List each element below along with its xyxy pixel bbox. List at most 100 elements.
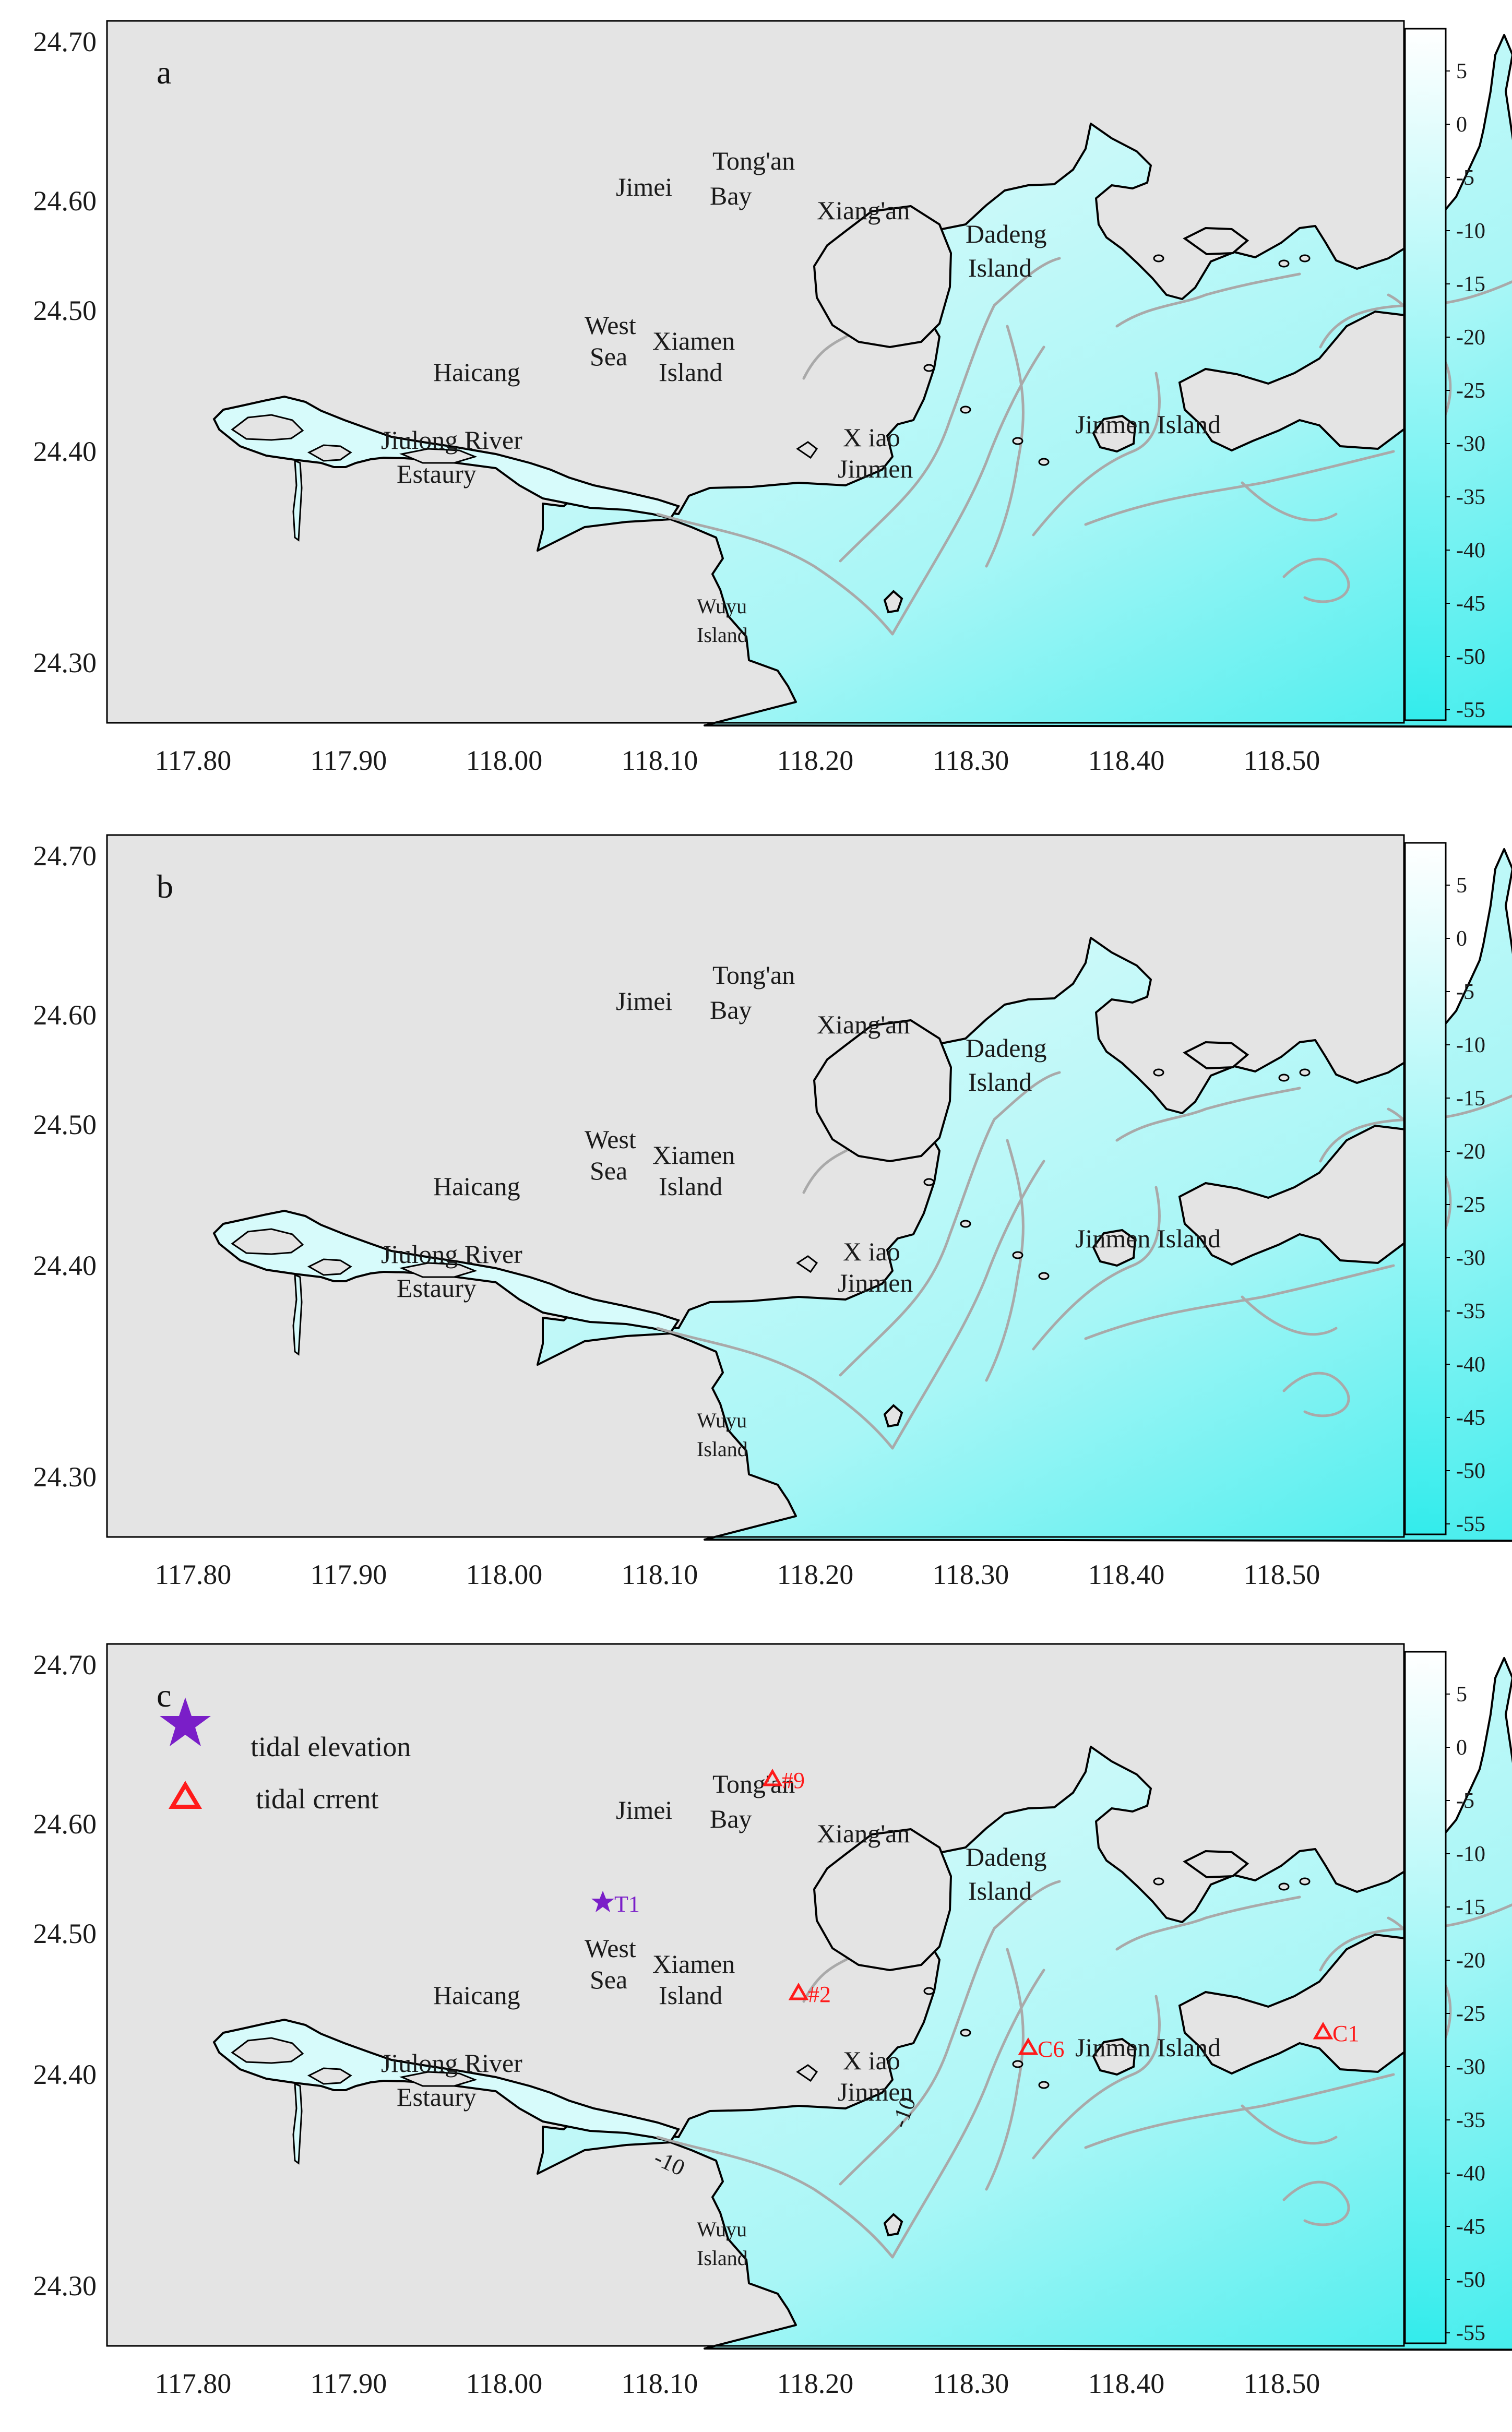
estuary-island-1 bbox=[231, 2037, 304, 2064]
colorbar-tick-label: -30 bbox=[1456, 2055, 1485, 2079]
map-frame bbox=[106, 834, 1405, 1538]
place-label-haicang: Haicang bbox=[433, 1981, 520, 2010]
y-tick-label: 24.60 bbox=[33, 999, 97, 1031]
depth-contour-10 bbox=[1241, 2104, 1338, 2145]
y-tick-label: 24.70 bbox=[33, 26, 97, 57]
colorbar-tick-label: -30 bbox=[1456, 1246, 1485, 1270]
x-tick-label: 118.50 bbox=[1244, 2368, 1320, 2399]
station-triangle-icon bbox=[1018, 2037, 1039, 2055]
x-tick-label: 117.90 bbox=[311, 2368, 387, 2399]
place-label-xiamen-1: Xiamen bbox=[652, 1949, 735, 1978]
station-star-icon bbox=[591, 1891, 614, 1912]
colorbar-tick-label: -10 bbox=[1456, 1033, 1485, 1057]
colorbar-tick-label: -15 bbox=[1456, 1895, 1485, 1920]
depth-contour-11 bbox=[656, 1327, 894, 1450]
islet-3 bbox=[1153, 1068, 1164, 1077]
islet-2 bbox=[1038, 1272, 1050, 1280]
place-label-xiao-1: X iao bbox=[843, 2046, 900, 2075]
place-label-dadeng-1: Dadeng bbox=[966, 1842, 1047, 1871]
map-panel-a: a Tong'an Bay Jimei Xiang'an Dadeng Island West… bbox=[0, 0, 1512, 806]
gulangyu-island bbox=[796, 2064, 818, 2082]
place-label-west-1: West bbox=[585, 311, 636, 340]
depth-contour-12 bbox=[985, 1139, 1025, 1382]
station-c1[interactable]: C1 bbox=[1313, 2021, 1359, 2046]
station-c6[interactable]: C6 bbox=[1018, 2036, 1064, 2062]
colorbar-tick-label: -35 bbox=[1456, 2108, 1485, 2132]
station-n2[interactable]: #2 bbox=[788, 1982, 831, 2007]
depth-contour-2 bbox=[839, 1071, 1061, 1377]
depth-contour-11 bbox=[656, 512, 894, 636]
islet-1 bbox=[1012, 1251, 1023, 1259]
place-label-wuyu-1: Wuyu bbox=[697, 1409, 747, 1432]
colorbar-tick-label: -40 bbox=[1456, 539, 1485, 563]
map-svg: c Tong'an Bay Jimei Xiang'an Dadeng Island West… bbox=[33, 1643, 1512, 2399]
place-label-dadeng-2: Island bbox=[968, 1067, 1032, 1096]
place-label-jiulong-1: Jiulong River bbox=[381, 2048, 522, 2078]
place-label-tongan-2: Bay bbox=[710, 1804, 752, 1833]
place-label-tongan-1: Tong'an bbox=[712, 1769, 795, 1798]
place-label-jinmen: Jinmen Island bbox=[1075, 1224, 1221, 1253]
colorbar-tick-label: -25 bbox=[1456, 1193, 1485, 1217]
colorbar-tick-label: -5 bbox=[1456, 1789, 1474, 1813]
place-label-tongan-2: Bay bbox=[710, 995, 752, 1024]
colorbar-tick-label: 5 bbox=[1456, 874, 1467, 898]
x-tick-label: 118.00 bbox=[466, 745, 543, 776]
x-tick-label: 118.00 bbox=[466, 1559, 543, 1590]
xiamen-island bbox=[813, 1828, 953, 1972]
x-tick-label: 118.10 bbox=[622, 2368, 698, 2399]
y-tick-label: 24.30 bbox=[33, 2270, 97, 2302]
place-label-xiamen-1: Xiamen bbox=[652, 1140, 735, 1170]
estuary-island-1 bbox=[231, 414, 304, 441]
place-label-tongan-1: Tong'an bbox=[712, 146, 795, 175]
colorbar-tick-label: -10 bbox=[1456, 219, 1485, 243]
estuary-island-3 bbox=[399, 1262, 478, 1278]
colorbar-tick-label: -50 bbox=[1456, 645, 1485, 669]
depth-contour-8 bbox=[1115, 1895, 1301, 1951]
depth-contour-7 bbox=[1319, 1903, 1512, 1972]
x-tick-label: 118.20 bbox=[777, 745, 854, 776]
colorbar-tick-label: 0 bbox=[1456, 927, 1467, 951]
colorbar-tick-label: -20 bbox=[1456, 1949, 1485, 1973]
station-n9[interactable]: #9 bbox=[762, 1768, 805, 1793]
x-tick-label: 117.80 bbox=[155, 1559, 232, 1590]
colorbar-tick-label: -5 bbox=[1456, 980, 1474, 1004]
place-label-dadeng-2: Island bbox=[968, 1876, 1032, 1905]
place-label-jinmen: Jinmen Island bbox=[1075, 2033, 1221, 2062]
depth-contour-9 bbox=[1282, 1372, 1350, 1417]
colorbar-tick-label: -40 bbox=[1456, 2162, 1485, 2186]
depth-contour-5 bbox=[1084, 450, 1395, 526]
islet-5 bbox=[1299, 1068, 1311, 1077]
islet-7 bbox=[960, 1220, 971, 1228]
panel-letter: a bbox=[157, 54, 171, 91]
xiao-jinmen-island bbox=[1092, 2037, 1137, 2076]
estuary-island-3 bbox=[399, 448, 478, 464]
station-t1[interactable]: T1 bbox=[591, 1891, 640, 1917]
x-tick-label: 118.20 bbox=[777, 2368, 854, 2399]
depth-contour-8 bbox=[1115, 272, 1301, 328]
wuyu-island bbox=[883, 1404, 903, 1428]
x-tick-label: 118.30 bbox=[933, 1559, 1009, 1590]
place-label-xiao-1: X iao bbox=[843, 1237, 900, 1266]
place-label-haicang: Haicang bbox=[433, 1172, 520, 1201]
colorbar-tick-label: -20 bbox=[1456, 326, 1485, 350]
islet-1 bbox=[1012, 437, 1023, 445]
islet-2 bbox=[1038, 458, 1050, 466]
colorbar-tick-label: -25 bbox=[1456, 379, 1485, 403]
y-tick-label: 24.30 bbox=[33, 1461, 97, 1493]
place-label-jimei: Jimei bbox=[616, 986, 672, 1016]
place-label-jimei: Jimei bbox=[616, 1795, 672, 1825]
islet-4 bbox=[1278, 1074, 1290, 1082]
x-tick-label: 117.90 bbox=[311, 745, 387, 776]
place-label-xiamen-1: Xiamen bbox=[652, 326, 735, 355]
depth-contour-12 bbox=[985, 325, 1025, 568]
depth-contour-4 bbox=[1032, 372, 1161, 537]
colorbar bbox=[1404, 842, 1447, 1535]
y-tick-label: 24.70 bbox=[33, 840, 97, 872]
place-label-xiangan: Xiang'an bbox=[817, 1819, 910, 1848]
place-label-jiulong-1: Jiulong River bbox=[381, 425, 522, 455]
estuary-island-2 bbox=[307, 1258, 352, 1276]
depth-contour-7 bbox=[1319, 280, 1512, 349]
place-label-xiamen-2: Island bbox=[659, 1981, 722, 2010]
colorbar-tick-label: -10 bbox=[1456, 1842, 1485, 1866]
